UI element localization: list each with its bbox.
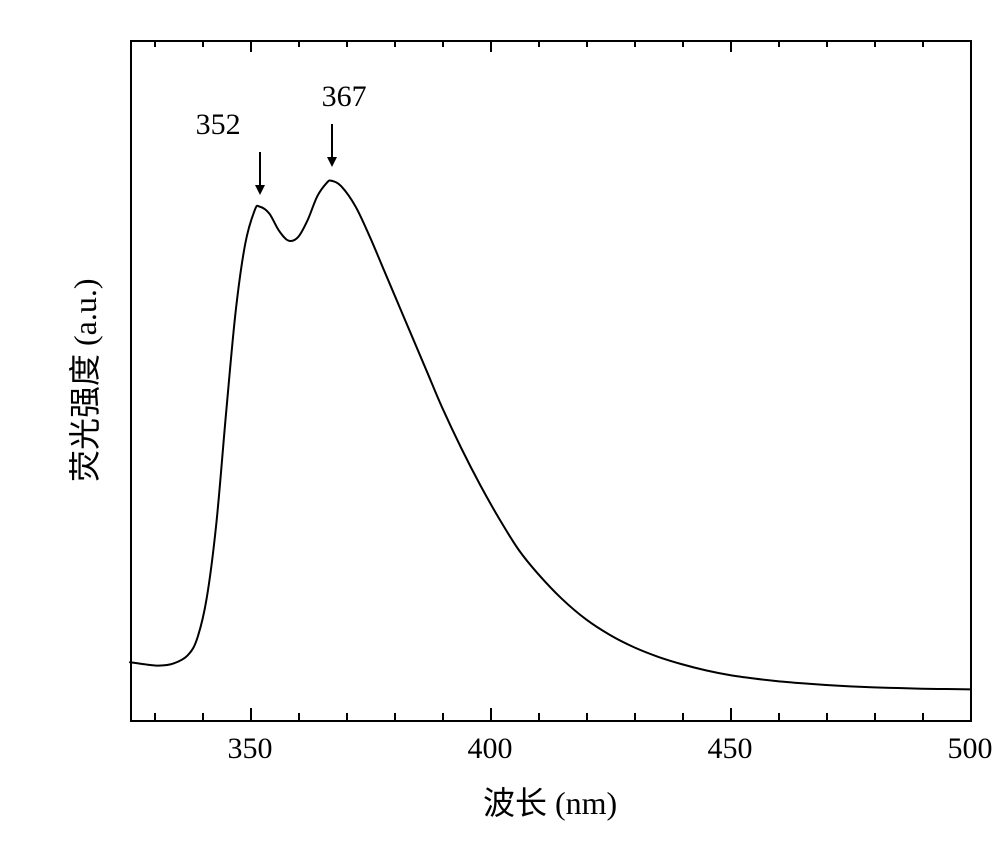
peak-label: 352	[196, 108, 241, 142]
fluorescence-spectrum-chart: 350400450500 352367 波长 (nm) 荧光强度 (a.u.)	[0, 0, 1000, 849]
y-axis-label: 荧光强度 (a.u.)	[60, 278, 106, 482]
x-axis-label: 波长 (nm)	[483, 778, 617, 824]
spectrum-path	[130, 180, 970, 689]
peak-label: 367	[322, 80, 367, 114]
peak-arrow-icon	[324, 124, 340, 168]
spectrum-curve	[0, 0, 1000, 849]
peak-arrow-icon	[252, 152, 268, 196]
